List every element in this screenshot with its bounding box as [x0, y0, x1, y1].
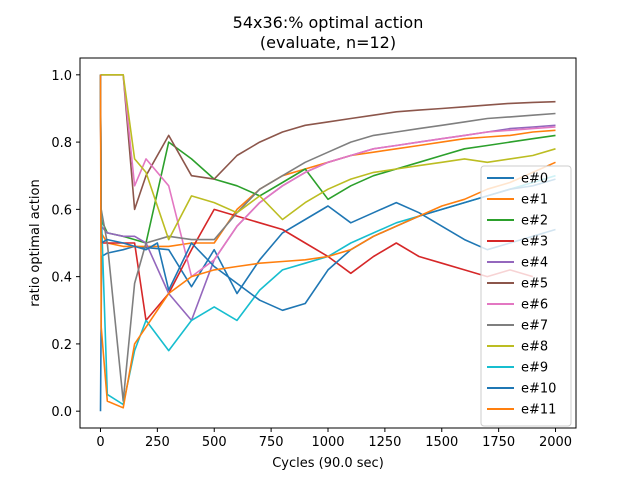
legend-box — [480, 165, 572, 427]
series-line-5 — [100, 74, 556, 211]
y-tick-label: 0.8 — [51, 136, 72, 151]
y-axis-label: ratio optimal action — [28, 179, 43, 306]
y-axis-ticks: 0.0 0.2 0.4 0.6 0.8 1.0 — [51, 69, 80, 420]
x-tick-label: 1250 — [368, 435, 401, 450]
legend-label: e#3 — [521, 235, 548, 250]
x-axis-ticks: 0 250 500 750 1000 1250 1500 1750 2000 — [96, 428, 572, 450]
x-axis-label: Cycles (90.0 sec) — [272, 456, 384, 471]
x-tick-label: 0 — [96, 435, 104, 450]
x-tick-label: 250 — [145, 435, 170, 450]
legend: e#0 e#1 e#2 e#3 e#4 e#5 e#6 e#7 e#8 e#9 e#10 e#11 — [480, 165, 572, 427]
y-tick-label: 0.4 — [51, 271, 72, 286]
legend-label: e#10 — [521, 382, 556, 397]
series-lines — [99, 74, 556, 412]
series-line-8 — [100, 74, 556, 241]
series-line-7 — [99, 74, 556, 402]
legend-label: e#1 — [521, 193, 548, 208]
y-tick-label: 0.0 — [51, 405, 72, 420]
chart-title: 54x36:% optimal action — [233, 13, 424, 32]
y-tick-label: 0.6 — [51, 203, 72, 218]
series-line-11 — [99, 74, 556, 409]
x-tick-label: 1000 — [311, 435, 344, 450]
series-line-6 — [100, 74, 556, 278]
legend-label: e#4 — [521, 256, 548, 271]
x-tick-label: 1750 — [482, 435, 515, 450]
chart-subtitle: (evaluate, n=12) — [260, 33, 396, 52]
y-tick-label: 0.2 — [51, 338, 72, 353]
x-tick-label: 750 — [259, 435, 284, 450]
x-tick-label: 2000 — [539, 435, 572, 450]
x-tick-label: 500 — [202, 435, 227, 450]
legend-label: e#5 — [521, 277, 548, 292]
series-line-3 — [99, 74, 534, 322]
legend-label: e#6 — [521, 298, 548, 313]
series-line-0 — [99, 201, 556, 412]
legend-label: e#8 — [521, 340, 548, 355]
legend-label: e#2 — [521, 214, 548, 229]
legend-label: e#11 — [521, 403, 556, 418]
series-line-2 — [99, 74, 556, 244]
series-line-10 — [99, 74, 556, 312]
legend-label: e#7 — [521, 319, 548, 334]
y-tick-label: 1.0 — [51, 69, 72, 84]
legend-label: e#9 — [521, 361, 548, 376]
x-tick-label: 1500 — [425, 435, 458, 450]
legend-label: e#0 — [521, 172, 548, 187]
